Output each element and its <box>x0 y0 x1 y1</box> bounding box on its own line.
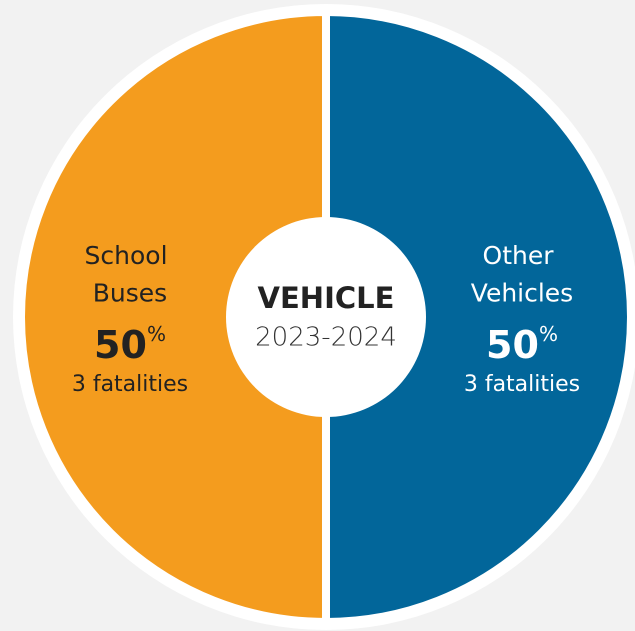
pie-slice <box>322 8 635 626</box>
value-label: 50% <box>94 322 166 367</box>
value-label: 50% <box>486 322 558 367</box>
center-hole <box>226 217 426 417</box>
slice-label: Other Vehicles <box>471 241 573 308</box>
detail-label: 3 fatalities <box>72 372 188 397</box>
chart-title: VEHICLE <box>258 281 395 315</box>
slice-label: School Buses <box>85 241 176 308</box>
slices <box>17 8 635 626</box>
pie-slice <box>17 8 330 626</box>
detail-label: 3 fatalities <box>464 372 580 397</box>
labels: Other Vehicles 50% 3 fatalities School Buse… <box>72 241 580 397</box>
chart-subtitle: 2023-2024 <box>255 323 397 353</box>
